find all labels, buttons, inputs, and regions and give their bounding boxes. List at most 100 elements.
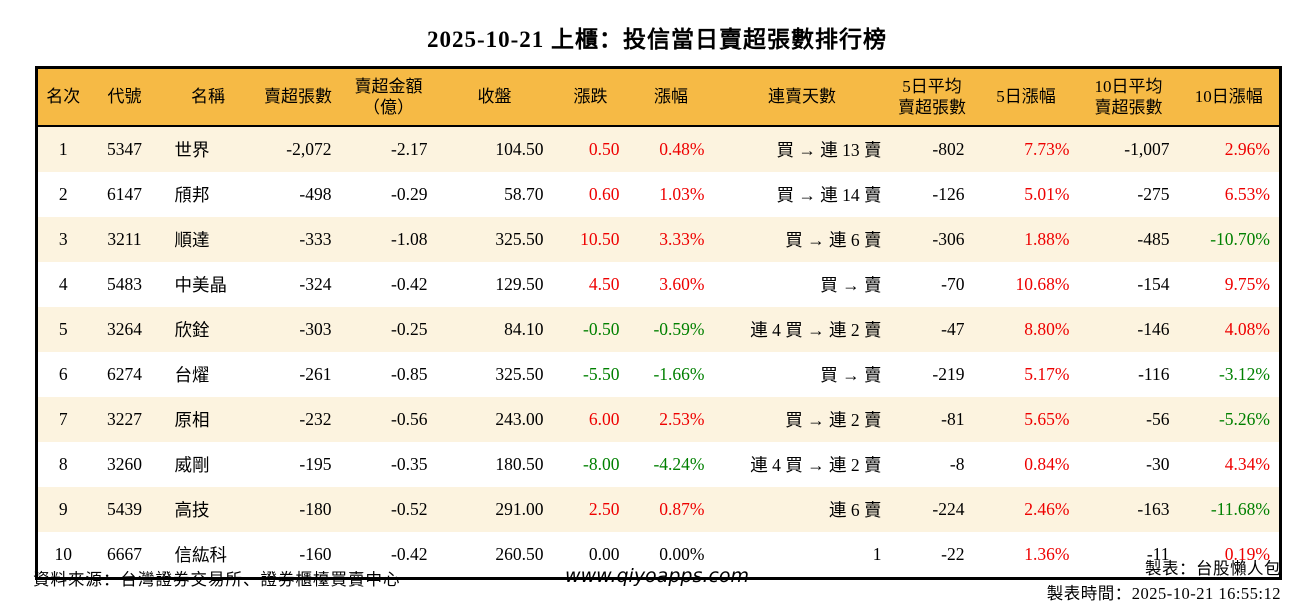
cell-change: 10.50 — [580, 229, 620, 249]
cell-avg5: -219 — [932, 364, 965, 384]
column-header-net_sell_amount: 賣超金額 （億） — [340, 67, 437, 127]
cell-net_sell_amount: -0.35 — [391, 454, 428, 474]
page-title: 2025-10-21 上櫃：投信當日賣超張數排行榜 — [426, 27, 888, 52]
cell-close: 260.50 — [495, 544, 544, 564]
cell-change_pct: -0.59% — [653, 319, 705, 339]
cell-pct5: 10.68% — [1015, 274, 1070, 294]
cell-pct5: 7.73% — [1024, 139, 1070, 159]
cell-pct10: -5.26% — [1218, 409, 1270, 429]
cell-name: 頎邦 — [174, 185, 210, 205]
cell-pct5: 1.36% — [1024, 544, 1070, 564]
cell-change: 6.00 — [588, 409, 620, 429]
cell-avg5: -306 — [932, 229, 965, 249]
cell-code: 5347 — [107, 139, 142, 159]
column-header-code: 代號 — [88, 67, 161, 127]
cell-change: 0.00 — [588, 544, 620, 564]
cell-rank: 3 — [58, 229, 68, 249]
website-text: www.qiyoapps.com — [565, 565, 749, 587]
cell-close: 84.10 — [504, 319, 544, 339]
column-header-streak: 連賣天數 — [713, 67, 891, 127]
cell-net_sell_volume: -303 — [299, 319, 332, 339]
cell-code: 6147 — [107, 184, 142, 204]
maker-text: 製表：台股懶人包 — [1145, 559, 1281, 578]
cell-streak: 買 → 連 6 賣 — [785, 230, 882, 250]
cell-net_sell_volume: -195 — [299, 454, 332, 474]
cell-streak: 買 → 連 2 賣 — [785, 410, 882, 430]
cell-avg10: -56 — [1146, 409, 1170, 429]
cell-net_sell_volume: -261 — [299, 364, 332, 384]
cell-name: 原相 — [174, 410, 210, 430]
cell-avg10: -30 — [1146, 454, 1170, 474]
cell-code: 6274 — [107, 364, 142, 384]
cell-streak: 買 → 賣 — [820, 275, 882, 295]
cell-rank: 9 — [58, 499, 68, 519]
cell-change_pct: 2.53% — [659, 409, 705, 429]
cell-avg5: -126 — [932, 184, 965, 204]
cell-avg10: -11 — [1146, 544, 1170, 564]
credits-block: 製表：台股懶人包 製表時間：2025-10-21 16:55:12 — [1047, 556, 1281, 606]
cell-pct10: 4.34% — [1224, 454, 1270, 474]
cell-name: 順達 — [174, 230, 210, 250]
cell-rank: 8 — [58, 454, 68, 474]
cell-close: 104.50 — [495, 139, 544, 159]
cell-pct5: 5.17% — [1024, 364, 1070, 384]
cell-net_sell_volume: -2,072 — [286, 139, 332, 159]
cell-pct10: -3.12% — [1218, 364, 1270, 384]
cell-rank: 6 — [58, 364, 68, 384]
cell-change_pct: -4.24% — [653, 454, 705, 474]
cell-close: 58.70 — [504, 184, 544, 204]
cell-close: 325.50 — [495, 229, 544, 249]
cell-net_sell_volume: -160 — [299, 544, 332, 564]
table-header: 名次 代號 名稱 賣超張數 賣超金額 （億） 收盤 漲跌 漲幅 連賣天數 5日平均 賣超張數 5日漲… — [36, 67, 1281, 127]
cell-net_sell_volume: -324 — [299, 274, 332, 294]
cell-pct10: -11.68% — [1210, 499, 1270, 519]
ranking-table: 名次 代號 名稱 賣超張數 賣超金額 （億） 收盤 漲跌 漲幅 連賣天數 5日平均 賣超張數 5日漲… — [35, 66, 1282, 580]
cell-avg10: -116 — [1138, 364, 1170, 384]
cell-avg5: -47 — [941, 319, 965, 339]
cell-change: -5.50 — [583, 364, 620, 384]
cell-net_sell_volume: -232 — [299, 409, 332, 429]
cell-change_pct: -1.66% — [653, 364, 705, 384]
cell-change_pct: 0.00% — [659, 544, 705, 564]
cell-close: 243.00 — [495, 409, 544, 429]
cell-close: 129.50 — [495, 274, 544, 294]
cell-net_sell_volume: -498 — [299, 184, 332, 204]
cell-pct5: 0.84% — [1024, 454, 1070, 474]
cell-rank: 10 — [54, 544, 73, 564]
cell-pct10: 6.53% — [1224, 184, 1270, 204]
cell-avg5: -8 — [949, 454, 965, 474]
cell-name: 威剛 — [174, 455, 210, 475]
cell-avg10: -485 — [1137, 229, 1170, 249]
cell-net_sell_amount: -0.56 — [391, 409, 428, 429]
cell-code: 5483 — [107, 274, 142, 294]
cell-pct5: 2.46% — [1024, 499, 1070, 519]
column-header-pct5: 5日漲幅 — [973, 67, 1079, 127]
cell-pct5: 5.01% — [1024, 184, 1070, 204]
cell-code: 6667 — [107, 544, 142, 564]
cell-change: 4.50 — [588, 274, 620, 294]
made-time-text: 製表時間：2025-10-21 16:55:12 — [1046, 584, 1281, 603]
cell-code: 3211 — [107, 229, 142, 249]
cell-net_sell_volume: -180 — [299, 499, 332, 519]
cell-net_sell_amount: -0.52 — [391, 499, 428, 519]
cell-streak: 買 → 賣 — [820, 365, 882, 385]
cell-rank: 7 — [58, 409, 68, 429]
data-source-note: 資料來源：台灣證券交易所、證券櫃檯買賣中心 — [33, 570, 401, 589]
cell-change_pct: 0.87% — [659, 499, 705, 519]
cell-streak: 連 4 買 → 連 2 賣 — [750, 320, 882, 340]
table-row: 5 3264 欣銓 -303 -0.25 84.10 -0.50 -0.59% 連 4 買 → … — [36, 307, 1281, 352]
cell-streak: 連 6 賣 — [829, 500, 882, 520]
cell-name: 高技 — [174, 500, 210, 520]
cell-pct5: 5.65% — [1024, 409, 1070, 429]
cell-avg10: -163 — [1137, 499, 1170, 519]
cell-net_sell_amount: -0.85 — [391, 364, 428, 384]
cell-rank: 1 — [58, 139, 68, 159]
column-header-avg5: 5日平均 賣超張數 — [890, 67, 974, 127]
cell-rank: 2 — [58, 184, 68, 204]
cell-avg10: -1,007 — [1124, 139, 1170, 159]
cell-code: 3260 — [107, 454, 142, 474]
cell-change: 2.50 — [588, 499, 620, 519]
cell-avg5: -70 — [941, 274, 965, 294]
cell-change_pct: 3.60% — [659, 274, 705, 294]
cell-net_sell_amount: -2.17 — [391, 139, 428, 159]
